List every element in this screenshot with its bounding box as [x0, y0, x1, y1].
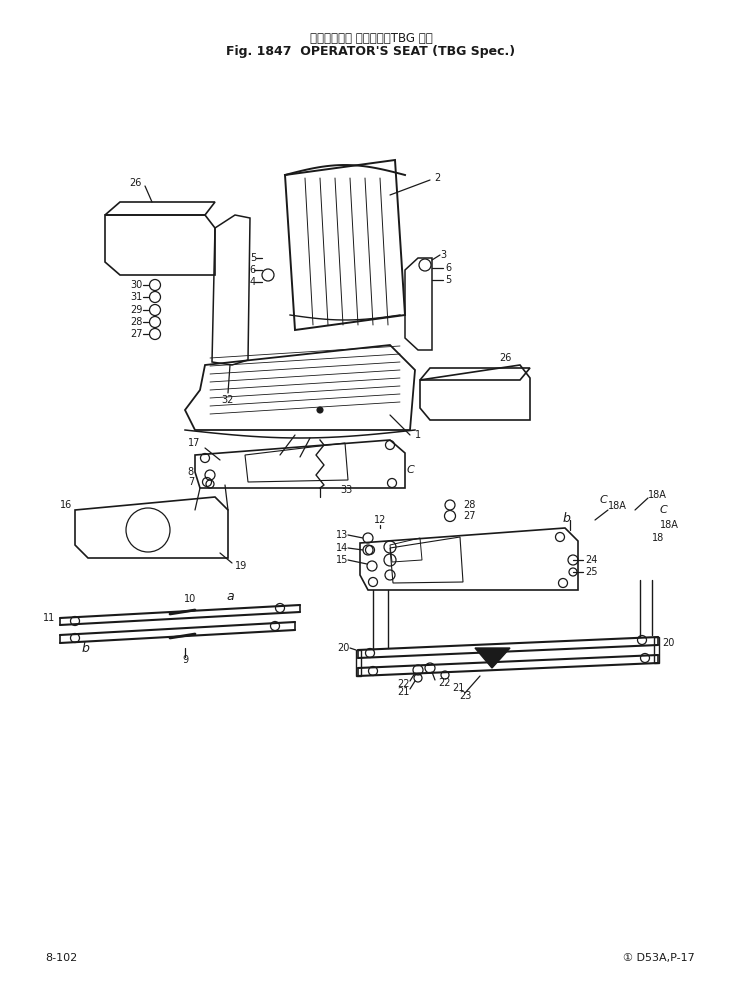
Text: 23: 23: [459, 691, 471, 701]
Text: 20: 20: [662, 638, 674, 648]
Text: 32: 32: [222, 395, 234, 405]
Bar: [654, 637, 659, 663]
Text: 16: 16: [60, 500, 72, 510]
Text: 28: 28: [131, 317, 143, 327]
Text: 30: 30: [131, 280, 143, 290]
Text: 29: 29: [131, 305, 143, 315]
Text: 28: 28: [463, 500, 476, 510]
Text: 4: 4: [250, 277, 256, 287]
Text: 18: 18: [652, 533, 664, 543]
Text: 15: 15: [335, 555, 348, 565]
Text: 13: 13: [335, 530, 348, 540]
Text: 33: 33: [340, 485, 352, 495]
Bar: [356, 650, 361, 676]
Text: 31: 31: [131, 292, 143, 302]
Text: 18A: 18A: [648, 490, 667, 500]
Text: 27: 27: [131, 329, 143, 339]
Text: 10: 10: [184, 594, 196, 604]
Text: 6: 6: [445, 263, 451, 273]
Text: 20: 20: [338, 643, 350, 653]
Text: 8-102: 8-102: [45, 953, 77, 963]
Text: C: C: [406, 465, 414, 475]
Text: 22: 22: [398, 679, 410, 689]
Text: 21: 21: [398, 687, 410, 697]
Text: 3: 3: [440, 250, 446, 260]
Text: 2: 2: [434, 173, 440, 183]
Text: 18A: 18A: [608, 501, 627, 511]
Text: 19: 19: [235, 561, 247, 571]
Text: b: b: [81, 641, 89, 654]
Text: a: a: [226, 590, 234, 604]
Text: 26: 26: [499, 353, 511, 363]
Text: ① D53A,P-17: ① D53A,P-17: [623, 953, 695, 963]
Text: 1: 1: [415, 430, 421, 440]
Text: 27: 27: [463, 511, 476, 521]
Text: 12: 12: [374, 515, 386, 525]
Text: 21: 21: [452, 683, 464, 693]
Text: 18A: 18A: [660, 520, 679, 530]
Circle shape: [317, 407, 323, 413]
Text: 5: 5: [445, 275, 451, 285]
Text: 5: 5: [250, 253, 256, 263]
Text: 26: 26: [130, 178, 142, 188]
Text: 25: 25: [585, 567, 597, 577]
Text: 11: 11: [43, 613, 55, 623]
Polygon shape: [475, 648, 510, 668]
Text: 22: 22: [438, 678, 450, 688]
Text: 6: 6: [250, 265, 256, 275]
Text: 7: 7: [188, 477, 194, 487]
Text: オペレータ　 シート　　TBG 仕様: オペレータ シート TBG 仕様: [309, 32, 433, 44]
Text: 9: 9: [182, 655, 188, 665]
Text: 24: 24: [585, 555, 597, 565]
Text: 17: 17: [188, 438, 200, 448]
Text: b: b: [563, 511, 571, 524]
Text: C: C: [660, 505, 668, 515]
Text: 14: 14: [335, 543, 348, 553]
Text: 8: 8: [188, 467, 194, 477]
Text: C: C: [599, 495, 607, 505]
Text: Fig. 1847  OPERATOR'S SEAT (TBG Spec.): Fig. 1847 OPERATOR'S SEAT (TBG Spec.): [226, 45, 516, 58]
